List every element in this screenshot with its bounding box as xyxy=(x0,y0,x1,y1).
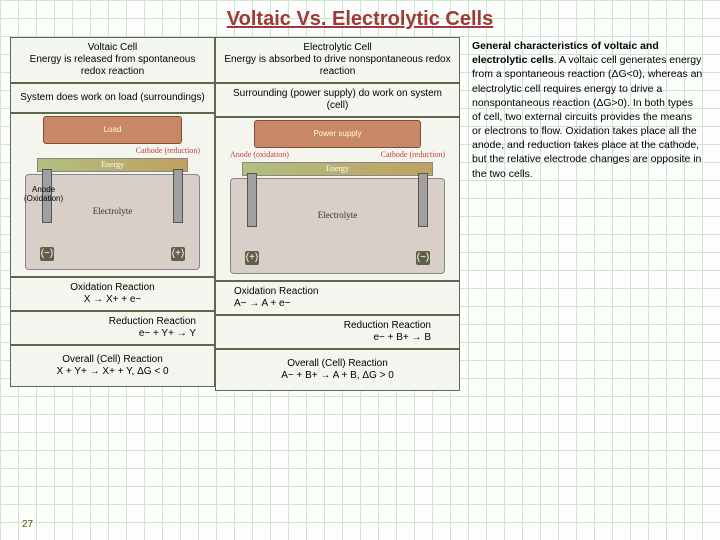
electrolytic-anode-electrode xyxy=(247,173,257,227)
electrolytic-header: Electrolytic CellEnergy is absorbed to d… xyxy=(215,37,460,83)
electrolytic-system: Surrounding (power supply) do work on sy… xyxy=(215,83,460,117)
electrolytic-tank: Electrolyte (+) (−) xyxy=(230,178,445,274)
content-row: Voltaic CellEnergy is released from spon… xyxy=(0,37,720,391)
voltaic-cathode-electrode xyxy=(173,169,183,223)
comparison-table: Voltaic CellEnergy is released from spon… xyxy=(10,37,460,391)
electrolytic-diagram: Power supply Anode (oxidation) Cathode (… xyxy=(215,117,460,281)
electrolytic-overall: Overall (Cell) ReactionA− + B+ → A + B, … xyxy=(215,349,460,391)
electrolytic-cathode-electrode xyxy=(418,173,428,227)
voltaic-system: System does work on load (surroundings) xyxy=(10,83,215,113)
description-body: . A voltaic cell generates energy from a… xyxy=(472,54,702,179)
electrolytic-sign-pos: (+) xyxy=(245,251,259,265)
power-supply-box: Power supply xyxy=(254,120,421,148)
electrolytic-energy-bar: Energy xyxy=(242,162,433,176)
voltaic-sign-pos: (+) xyxy=(171,247,185,261)
description-text: General characteristics of voltaic and e… xyxy=(468,37,710,391)
electrolytic-cathode-label: Cathode (reduction) xyxy=(381,150,445,160)
load-box: Load xyxy=(43,116,182,144)
voltaic-energy-bar: Energy xyxy=(37,158,188,172)
page-title: Voltaic Vs. Electrolytic Cells xyxy=(0,0,720,37)
electrolytic-electrolyte-label: Electrolyte xyxy=(318,210,357,221)
voltaic-column: Voltaic CellEnergy is released from spon… xyxy=(10,37,215,391)
voltaic-cathode-label: Cathode (reduction) xyxy=(136,146,200,156)
page-number: 27 xyxy=(22,519,33,530)
voltaic-header: Voltaic CellEnergy is released from spon… xyxy=(10,37,215,83)
electrolytic-oxidation: Oxidation ReactionA− → A + e− xyxy=(215,281,460,315)
voltaic-reduction: Reduction Reactione− + Y+ → Y xyxy=(10,311,215,345)
voltaic-electrolyte-label: Electrolyte xyxy=(93,206,132,217)
electrolytic-sign-neg: (−) xyxy=(416,251,430,265)
electrolytic-reduction: Reduction Reactione− + B+ → B xyxy=(215,315,460,349)
voltaic-sign-neg: (−) xyxy=(40,247,54,261)
voltaic-oxidation: Oxidation ReactionX → X+ + e− xyxy=(10,277,215,311)
anode-side-label: Anode(Oxidation) xyxy=(24,186,63,204)
voltaic-overall: Overall (Cell) ReactionX + Y+ → X+ + Y, … xyxy=(10,345,215,387)
electrolytic-column: Electrolytic CellEnergy is absorbed to d… xyxy=(215,37,460,391)
electrolytic-anode-label: Anode (oxidation) xyxy=(230,150,289,160)
